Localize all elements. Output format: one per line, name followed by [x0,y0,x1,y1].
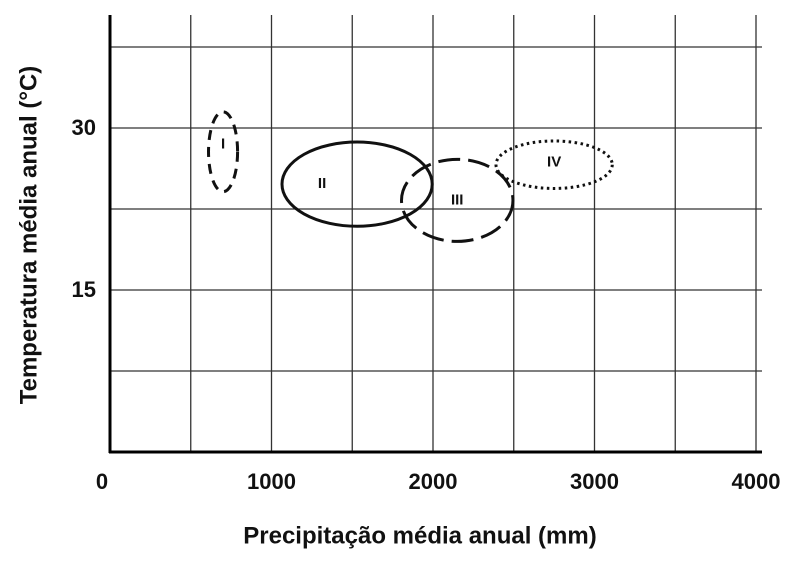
region [207,110,240,194]
y-tick-label: 15 [72,277,96,302]
x-tick-label: 3000 [570,469,619,494]
x-axis-title: Precipitação média anual (mm) [243,522,596,549]
region-label: IV [547,154,561,171]
region [494,139,614,190]
x-tick-label: 2000 [409,469,458,494]
y-axis-title: Temperatura média anual (°C) [15,66,42,405]
region-label: I [221,136,225,153]
x-tick-label: 0 [96,469,108,494]
y-tick-label: 30 [72,115,96,140]
region-label: II [318,175,326,192]
x-tick-label: 4000 [732,469,781,494]
region-label: III [451,191,464,208]
region [400,157,515,243]
x-tick-label: 1000 [247,469,296,494]
region [280,140,434,228]
